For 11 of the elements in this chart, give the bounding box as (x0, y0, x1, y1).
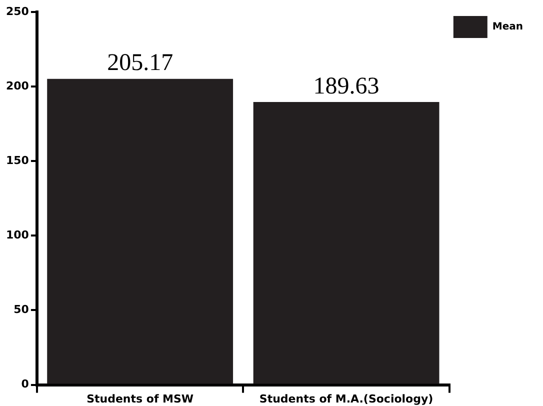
data-label: 205.17 (107, 50, 174, 76)
x-tick-label: Students of M.A.(Sociology) (259, 392, 434, 406)
y-tick-label: 50 (14, 303, 30, 316)
legend-label: Mean (492, 22, 524, 33)
y-tick-label: 200 (6, 79, 30, 92)
y-tick-label: 0 (21, 378, 30, 391)
y-tick-label: 250 (6, 4, 30, 18)
y-tick-label: 100 (6, 228, 30, 242)
y-tick-label: 150 (6, 154, 30, 167)
x-tick-label: Students of MSW (86, 392, 194, 406)
data-label: 189.63 (313, 73, 380, 100)
